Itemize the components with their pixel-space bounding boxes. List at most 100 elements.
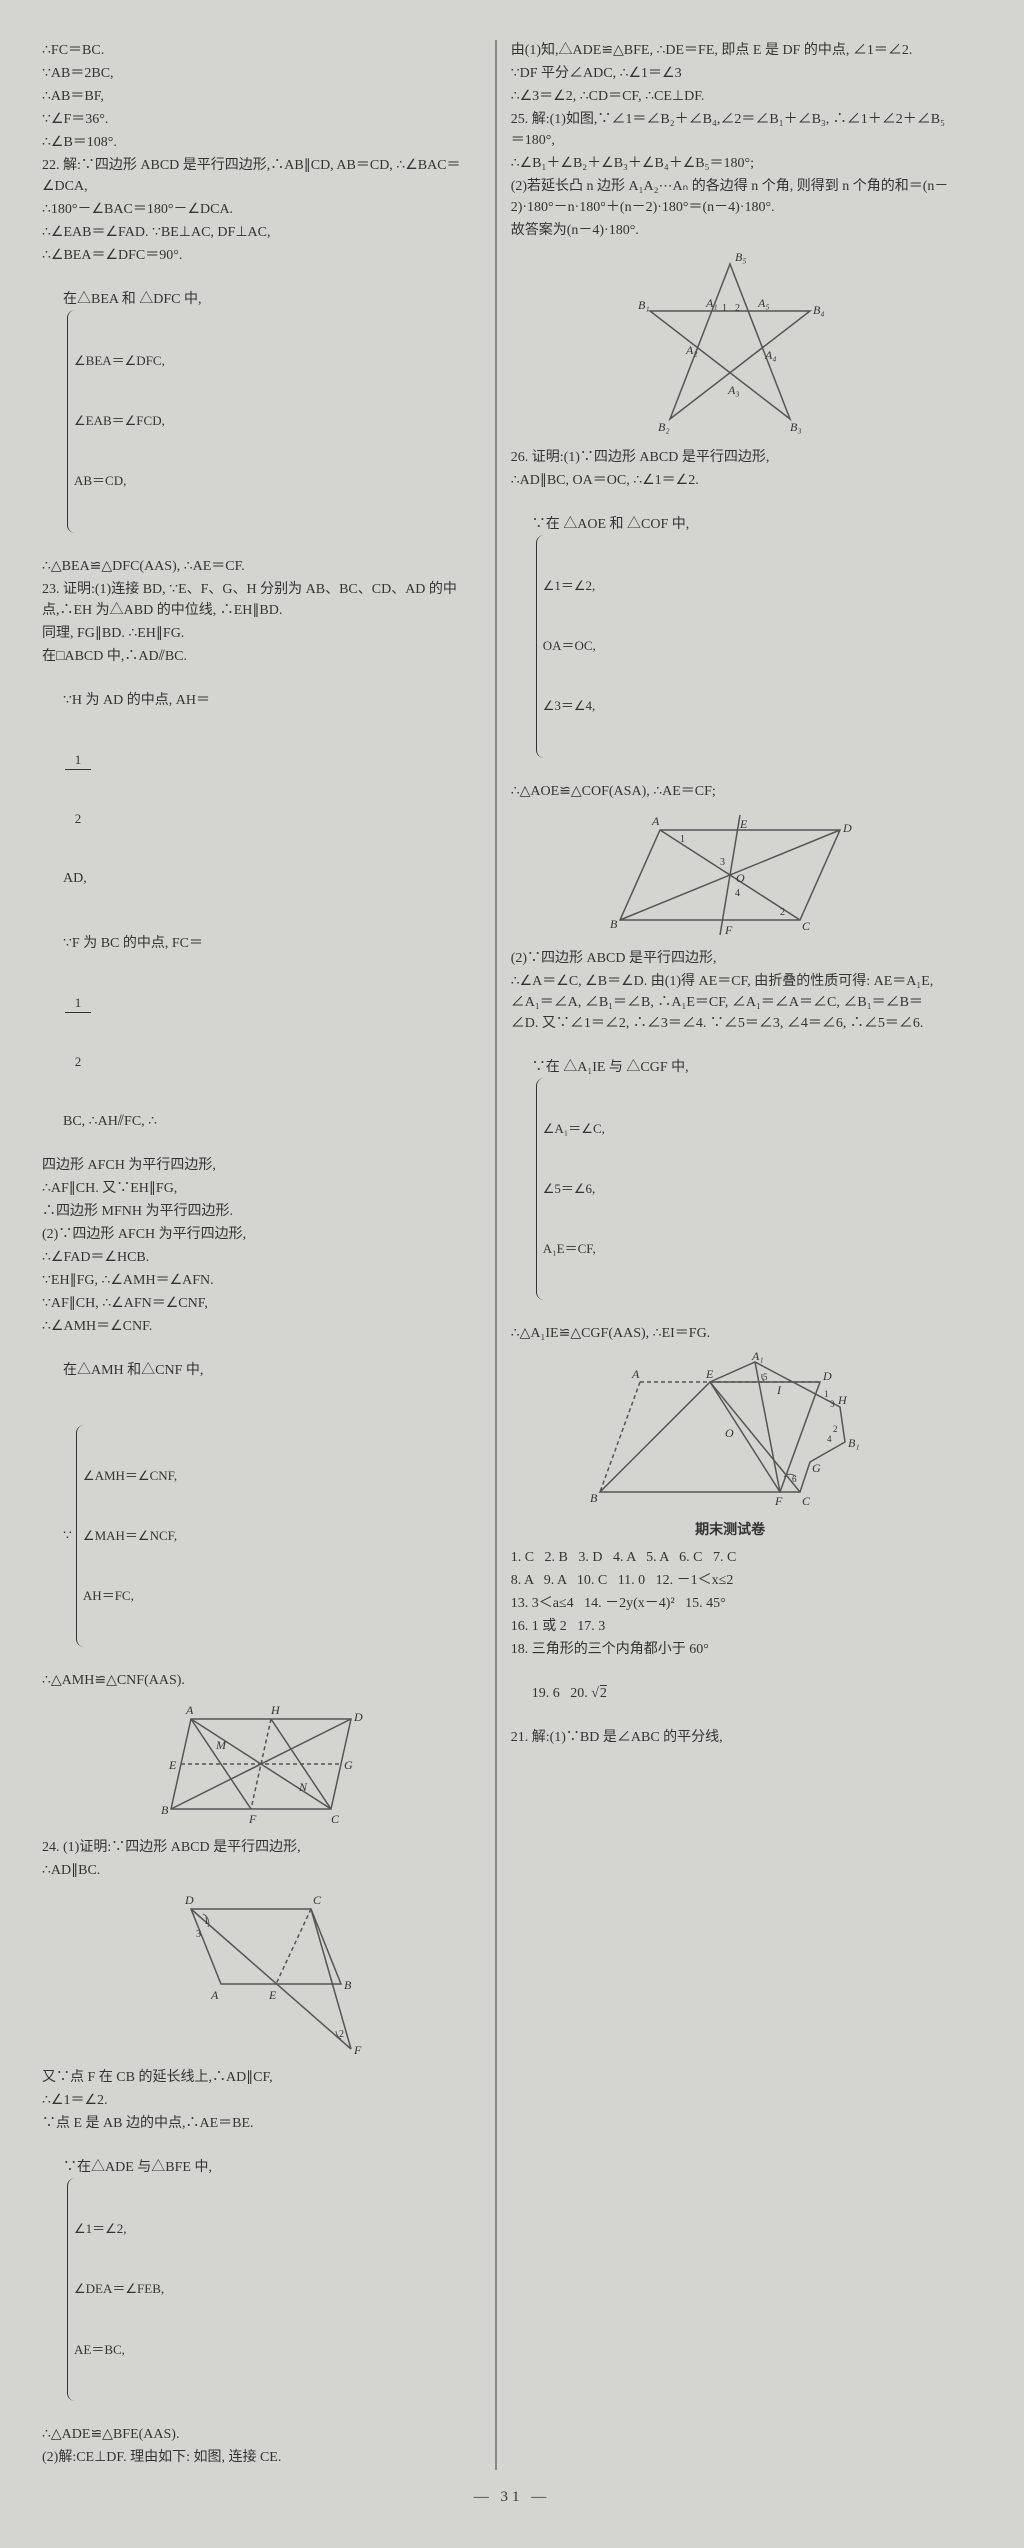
label-F: F [724,923,733,937]
label-B2: B₂ [658,420,670,434]
brace-line: ∠EAB＝∠FCD, [74,412,165,430]
brace-group: ∠A₁＝∠C, ∠5＝∠6, A₁E＝CF, [536,1078,605,1301]
text-line: 26. 证明:(1)∵四边形 ABCD 是平行四边形, [511,447,950,468]
fraction-half: 1 2 [65,954,91,1111]
label-E: E [705,1367,714,1381]
text-line: ∴∠A＝∠C, ∠B＝∠D. 由(1)得 AE＝CF, 由折叠的性质可得: AE… [511,971,950,1034]
brace-line: AH＝FC, [83,1587,177,1605]
label-A5: A₅ [757,296,770,310]
numerator: 1 [65,993,91,1014]
text-line: 25. 解:(1)如图,∵∠1＝∠B₂＋∠B₄,∠2＝∠B₁＋∠B₃, ∴∠1＋… [511,109,950,151]
brace-line: ∠A₁＝∠C, [543,1120,605,1138]
text-line: ∵EH∥FG, ∴∠AMH＝∠AFN. [42,1270,481,1291]
label-G: G [344,1758,353,1772]
brace-line: ∠1＝∠2, [74,2220,164,2238]
text-line: ∴△BEA≌△DFC(AAS), ∴AE＝CF. [42,556,481,577]
column-divider [495,40,497,2470]
angle-1: 1 [722,303,727,314]
label-A: A [651,814,660,828]
brace-line: ∠5＝∠6, [543,1180,605,1198]
text-line: 故答案为(n－4)·180°. [511,220,950,241]
text-line: (2)若延长凸 n 边形 A₁A₂⋯Aₙ 的各边得 n 个角, 则得到 n 个角… [511,176,950,218]
text-span: ∵F 为 BC 的中点, FC＝ [63,936,203,951]
text-line: ∴∠AMH＝∠CNF. [42,1316,481,1337]
answer-line: 1. C 2. B 3. D 4. A 5. A 6. C 7. C [511,1547,950,1568]
text-line: (2)∵四边形 AFCH 为平行四边形, [42,1224,481,1245]
angle-3: 3 [720,857,725,868]
text-line: ∵在 △AOE 和 △COF 中, ∠1＝∠2, OA＝OC, ∠3＝∠4, [511,493,950,779]
label-B1: B₁ [638,298,650,312]
text-line: ∴AB＝BF, [42,86,481,107]
label-N: N [298,1780,308,1794]
answer-line: 18. 三角形的三个内角都小于 60° [511,1639,950,1660]
label-A: A [631,1367,640,1381]
text-line: ∴∠3＝∠2, ∴CD＝CF, ∴CE⊥DF. [511,86,950,107]
text-line: ∴180°－∠BAC＝180°－∠DCA. [42,199,481,220]
label-D: D [842,821,852,835]
text-line: 在□ABCD 中,∴AD⫽BC. [42,646,481,667]
text-line: ∴△A₁IE≌△CGF(AAS), ∴EI＝FG. [511,1323,950,1344]
label-B: B [344,1978,352,1992]
label-A4: A₄ [764,348,777,362]
text-line: ∴四边形 MFNH 为平行四边形. [42,1201,481,1222]
fraction-half: 1 2 [65,711,91,868]
text-line: 又∵点 F 在 CB 的延长线上,∴AD∥CF, [42,2067,481,2088]
label-C: C [331,1812,340,1826]
text-span: 19. 6 20. [532,1686,592,1701]
text-line: 22. 解:∵四边形 ABCD 是平行四边形,∴AB∥CD, AB＝CD, ∴∠… [42,155,481,197]
diagram-parallelogram-aoec: A D B C E F O 1 2 3 4 [590,810,870,940]
text-span: BC, ∴AH⫽FC, ∴ [63,1114,157,1129]
label-E: E [268,1988,277,2002]
text-span: ∵H 为 AD 的中点, AH＝ [63,693,210,708]
text-line: ∴△AOE≌△COF(ASA), ∴AE＝CF; [511,781,950,802]
text-line: ∵ ∠AMH＝∠CNF, ∠MAH＝∠NCF, AH＝FC, [42,1404,481,1669]
prefix-text: ∵在△ADE 与△BFE 中, [63,2160,212,2175]
brace-line: ∠MAH＝∠NCF, [83,1527,177,1545]
text-line: ∵在△ADE 与△BFE 中, ∠1＝∠2, ∠DEA＝∠FEB, AE＝BC, [42,2136,481,2422]
text-line: ∵DF 平分∠ADC, ∴∠1＝∠3 [511,63,950,84]
label-E: E [739,817,748,831]
label-H: H [270,1703,281,1717]
label-F: F [774,1494,783,1508]
text-line: ∵在 △A₁IE 与 △CGF 中, ∠A₁＝∠C, ∠5＝∠6, A₁E＝CF… [511,1036,950,1322]
label-B: B [610,917,618,931]
brace-line: ∠DEA＝∠FEB, [74,2280,164,2298]
numerator: 1 [65,750,91,771]
brace-line: AB＝CD, [74,472,165,490]
text-line: ∴∠FAD＝∠HCB. [42,1247,481,1268]
label-A2: A₂ [685,343,698,357]
text-line: ∴AD∥BC, OA＝OC, ∴∠1＝∠2. [511,470,950,491]
answer-line: 19. 6 20. 2 [511,1662,950,1725]
text-line: ∵∠F＝36°. [42,109,481,130]
label-B4: B₄ [813,303,825,317]
label-G: G [812,1461,821,1475]
text-line: 在△BEA 和 △DFC 中, ∠BEA＝∠DFC, ∠EAB＝∠FCD, AB… [42,268,481,554]
angle-1: 1 [824,1389,829,1399]
text-line: 24. (1)证明:∵四边形 ABCD 是平行四边形, [42,1837,481,1858]
label-F: F [353,2043,362,2057]
brace-group: ∠1＝∠2, ∠DEA＝∠FEB, AE＝BC, [67,2178,164,2401]
label-B: B [590,1491,598,1505]
page-number: — 31 — [30,2486,994,2509]
label-C: C [313,1893,322,1907]
denominator: 2 [65,1052,91,1072]
label-F: F [248,1812,257,1826]
text-line: (2)∵四边形 ABCD 是平行四边形, [511,948,950,969]
text-line: 由(1)知,△ADE≌△BFE, ∴DE＝FE, 即点 E 是 DF 的中点, … [511,40,950,61]
diagram-fold-a1ie-cgf: A E D B F C A₁ B₁ O I H G 5 1 3 2 4 6 [580,1352,880,1512]
answer-line: 13. 3＜a≤4 14. －2y(x－4)² 15. 45° [511,1593,950,1614]
text-line: ∴∠B₁＋∠B₂＋∠B₃＋∠B₄＋∠B₅＝180°; [511,153,950,174]
text-line: ∴∠1＝∠2. [42,2090,481,2111]
label-B5: B₅ [735,250,747,264]
label-I: I [776,1383,782,1397]
answer-line: 16. 1 或 2 17. 3 [511,1616,950,1637]
page-content: ∴FC＝BC. ∵AB＝2BC, ∴AB＝BF, ∵∠F＝36°. ∴∠B＝10… [30,40,994,2470]
text-line: ∵F 为 BC 的中点, FC＝ 1 2 BC, ∴AH⫽FC, ∴ [42,912,481,1153]
label-H: H [837,1393,848,1407]
text-line: ∴∠B＝108°. [42,132,481,153]
text-line: ∵AF∥CH, ∴∠AFN＝∠CNF, [42,1293,481,1314]
section-title: 期末测试卷 [511,1520,950,1541]
angle-2: 2 [735,303,740,314]
brace-line: ∠1＝∠2, [543,577,596,595]
text-line: ∵点 E 是 AB 边的中点,∴AE＝BE. [42,2113,481,2134]
